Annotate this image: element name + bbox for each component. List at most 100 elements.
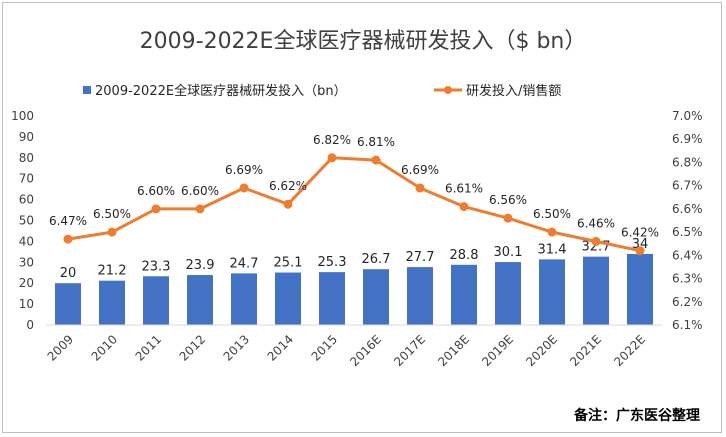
bar-value-label: 25.3 <box>318 255 347 270</box>
x-tick-label: 2009 <box>45 332 76 363</box>
bar-value-label: 26.7 <box>362 252 391 267</box>
bar <box>539 259 565 325</box>
legend-bar-swatch <box>83 86 91 94</box>
x-tick-label: 2011 <box>133 332 164 363</box>
bar-value-label: 24.7 <box>230 256 259 271</box>
ratio-value-label: 6.82% <box>313 133 351 147</box>
ratio-point <box>151 204 161 214</box>
chart-frame <box>2 2 722 433</box>
bar-value-label: 25.1 <box>274 256 303 271</box>
bar <box>319 272 345 325</box>
ratio-point <box>195 204 205 214</box>
bar-value-label: 23.3 <box>142 259 171 274</box>
ratio-line <box>67 156 641 253</box>
y-right-tick-label: 6.5% <box>672 225 703 239</box>
bar <box>143 276 169 325</box>
bar-value-labels: 20 21.2 23.3 23.9 24.7 25.1 25.3 26.7 27.7 28.8 30… <box>60 237 649 281</box>
bar-value-label: 28.8 <box>450 248 479 263</box>
y-left-tick-label: 10 <box>19 297 34 311</box>
y-left-tick-label: 80 <box>19 151 34 165</box>
right-axis: 6.1% 6.2% 6.3% 6.4% 6.5% 6.6% 6.7% 6.8% 6.9% 7.0% <box>672 109 703 332</box>
y-right-tick-label: 6.7% <box>672 179 703 193</box>
y-left-tick-label: 50 <box>19 214 34 228</box>
bar-value-label: 20 <box>60 266 77 281</box>
ratio-value-label: 6.69% <box>225 163 263 177</box>
bar <box>55 283 81 325</box>
bar <box>187 275 213 325</box>
source-note: 备注：广东医谷整理 <box>573 407 700 424</box>
ratio-value-label: 6.81% <box>357 135 395 149</box>
bar <box>363 269 389 325</box>
ratio-point <box>459 202 469 212</box>
ratio-point <box>327 153 337 163</box>
x-tick-label: 2013 <box>221 332 252 363</box>
legend: 2009-2022E全球医疗器械研发投入（bn） 研发投入/销售额 <box>83 83 561 99</box>
y-left-tick-label: 100 <box>11 109 34 123</box>
ratio-value-label: 6.60% <box>181 184 219 198</box>
x-tick-label: 2022E <box>611 332 648 369</box>
ratio-value-label: 6.61% <box>445 182 483 196</box>
ratio-point <box>283 199 293 209</box>
ratio-value-label: 6.56% <box>489 193 527 207</box>
bar-value-label: 34 <box>632 237 649 252</box>
ratio-value-label: 6.42% <box>621 226 659 240</box>
x-tick-label: 2015 <box>309 332 340 363</box>
chart-title: 2009-2022E全球医疗器械研发投入（$ bn） <box>140 29 587 54</box>
y-left-tick-label: 30 <box>19 255 34 269</box>
ratio-value-label: 6.50% <box>93 207 131 221</box>
bar-series <box>55 253 653 325</box>
bar <box>451 264 477 325</box>
ratio-point <box>107 227 117 237</box>
legend-line-marker <box>444 86 452 94</box>
ratio-value-label: 6.47% <box>49 214 87 228</box>
legend-line-label: 研发投入/销售额 <box>466 83 561 99</box>
x-tick-label: 2017E <box>391 332 428 369</box>
ratio-value-label: 6.69% <box>401 163 439 177</box>
x-tick-label: 2016E <box>347 332 384 369</box>
bar <box>407 267 433 325</box>
x-tick-label: 2018E <box>435 332 472 369</box>
x-tick-label: 2014 <box>265 332 296 363</box>
ratio-point <box>415 183 425 193</box>
y-right-tick-label: 6.2% <box>672 295 703 309</box>
x-tick-label: 2021E <box>567 332 604 369</box>
bar <box>627 253 653 325</box>
left-axis: 0 10 20 30 40 50 60 70 80 90 100 <box>11 109 34 332</box>
ratio-value-label: 6.60% <box>137 184 175 198</box>
ratio-point <box>503 213 513 223</box>
legend-bar-label: 2009-2022E全球医疗器械研发投入（bn） <box>95 83 347 99</box>
ratio-point <box>371 155 381 165</box>
y-left-tick-label: 90 <box>19 130 34 144</box>
y-right-tick-label: 6.1% <box>672 318 703 332</box>
bar-value-label: 23.9 <box>186 258 215 273</box>
bar-value-label: 31.4 <box>538 242 567 257</box>
bar-value-label: 30.1 <box>494 245 523 260</box>
ratio-point <box>635 246 645 256</box>
ratio-point <box>63 234 73 244</box>
y-left-tick-label: 60 <box>19 193 34 207</box>
x-tick-label: 2019E <box>479 332 516 369</box>
y-right-tick-label: 6.8% <box>672 155 703 169</box>
line-series <box>63 153 645 256</box>
bar-value-label: 21.2 <box>98 264 127 279</box>
ratio-point <box>547 227 557 237</box>
ratio-value-label: 6.46% <box>577 216 615 230</box>
bar <box>583 256 609 325</box>
y-left-tick-label: 20 <box>19 276 34 290</box>
bar <box>495 262 521 325</box>
y-left-tick-label: 70 <box>19 172 34 186</box>
y-right-tick-label: 6.9% <box>672 132 703 146</box>
y-right-tick-label: 6.6% <box>672 202 703 216</box>
x-axis-ticks: 2009 2010 2011 2012 2013 2014 2015 2016E 2017E 20… <box>45 332 648 369</box>
bar-value-label: 27.7 <box>406 250 435 265</box>
ratio-value-label: 6.50% <box>533 207 571 221</box>
x-tick-label: 2020E <box>523 332 560 369</box>
x-tick-label: 2012 <box>177 332 208 363</box>
y-right-tick-label: 6.3% <box>672 272 703 286</box>
y-right-tick-label: 6.4% <box>672 248 703 262</box>
x-tick-label: 2010 <box>89 332 120 363</box>
ratio-value-labels: 6.47% 6.50% 6.60% 6.60% 6.69% 6.62% 6.82% 6.81%… <box>49 133 659 240</box>
bar <box>231 273 257 325</box>
y-left-tick-label: 0 <box>26 318 34 332</box>
